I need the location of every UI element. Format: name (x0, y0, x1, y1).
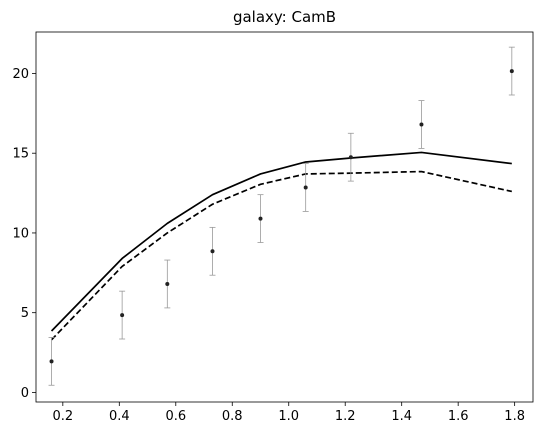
series-line-dashed (50, 170, 513, 341)
data-point (165, 281, 170, 286)
x-tick-label: 1.4 (391, 409, 412, 424)
x-tick-label: 1.6 (448, 409, 469, 424)
x-tick-label: 0.2 (52, 409, 73, 424)
axes-frame (35, 31, 534, 403)
data-point (49, 359, 54, 364)
data-point (258, 216, 263, 221)
data-point (120, 313, 125, 318)
error-point (418, 100, 425, 149)
data-point (419, 122, 424, 127)
error-point (119, 290, 126, 340)
y-tick-label: 0 (21, 386, 29, 401)
error-point (257, 194, 264, 243)
data-point (348, 155, 353, 160)
error-point (48, 337, 55, 386)
x-tick-label: 1.0 (278, 409, 299, 424)
x-tick-label: 0.4 (109, 409, 130, 424)
error-point (164, 259, 171, 309)
data-point (509, 69, 514, 74)
data-point (210, 249, 215, 254)
error-point (302, 163, 309, 212)
error-point (209, 226, 216, 276)
x-tick-label: 1.2 (335, 409, 356, 424)
y-tick-label: 15 (12, 147, 29, 162)
x-axis: 0.2 0.4 0.6 0.8 1.0 1.2 1.4 1.6 1.8 (52, 402, 525, 424)
x-tick-label: 0.8 (222, 409, 243, 424)
x-tick-label: 0.6 (165, 409, 186, 424)
x-tick-label: 1.8 (504, 409, 525, 424)
y-axis: 0 5 10 15 20 (12, 67, 36, 401)
y-tick-label: 5 (21, 306, 29, 321)
y-tick-label: 20 (12, 67, 29, 82)
chart-title: galaxy: CamB (233, 8, 336, 26)
error-point (508, 46, 515, 96)
y-tick-label: 10 (12, 226, 29, 241)
data-point (303, 185, 308, 190)
plot-area (48, 46, 515, 386)
series-line-solid (50, 151, 512, 332)
error-point (347, 132, 354, 182)
